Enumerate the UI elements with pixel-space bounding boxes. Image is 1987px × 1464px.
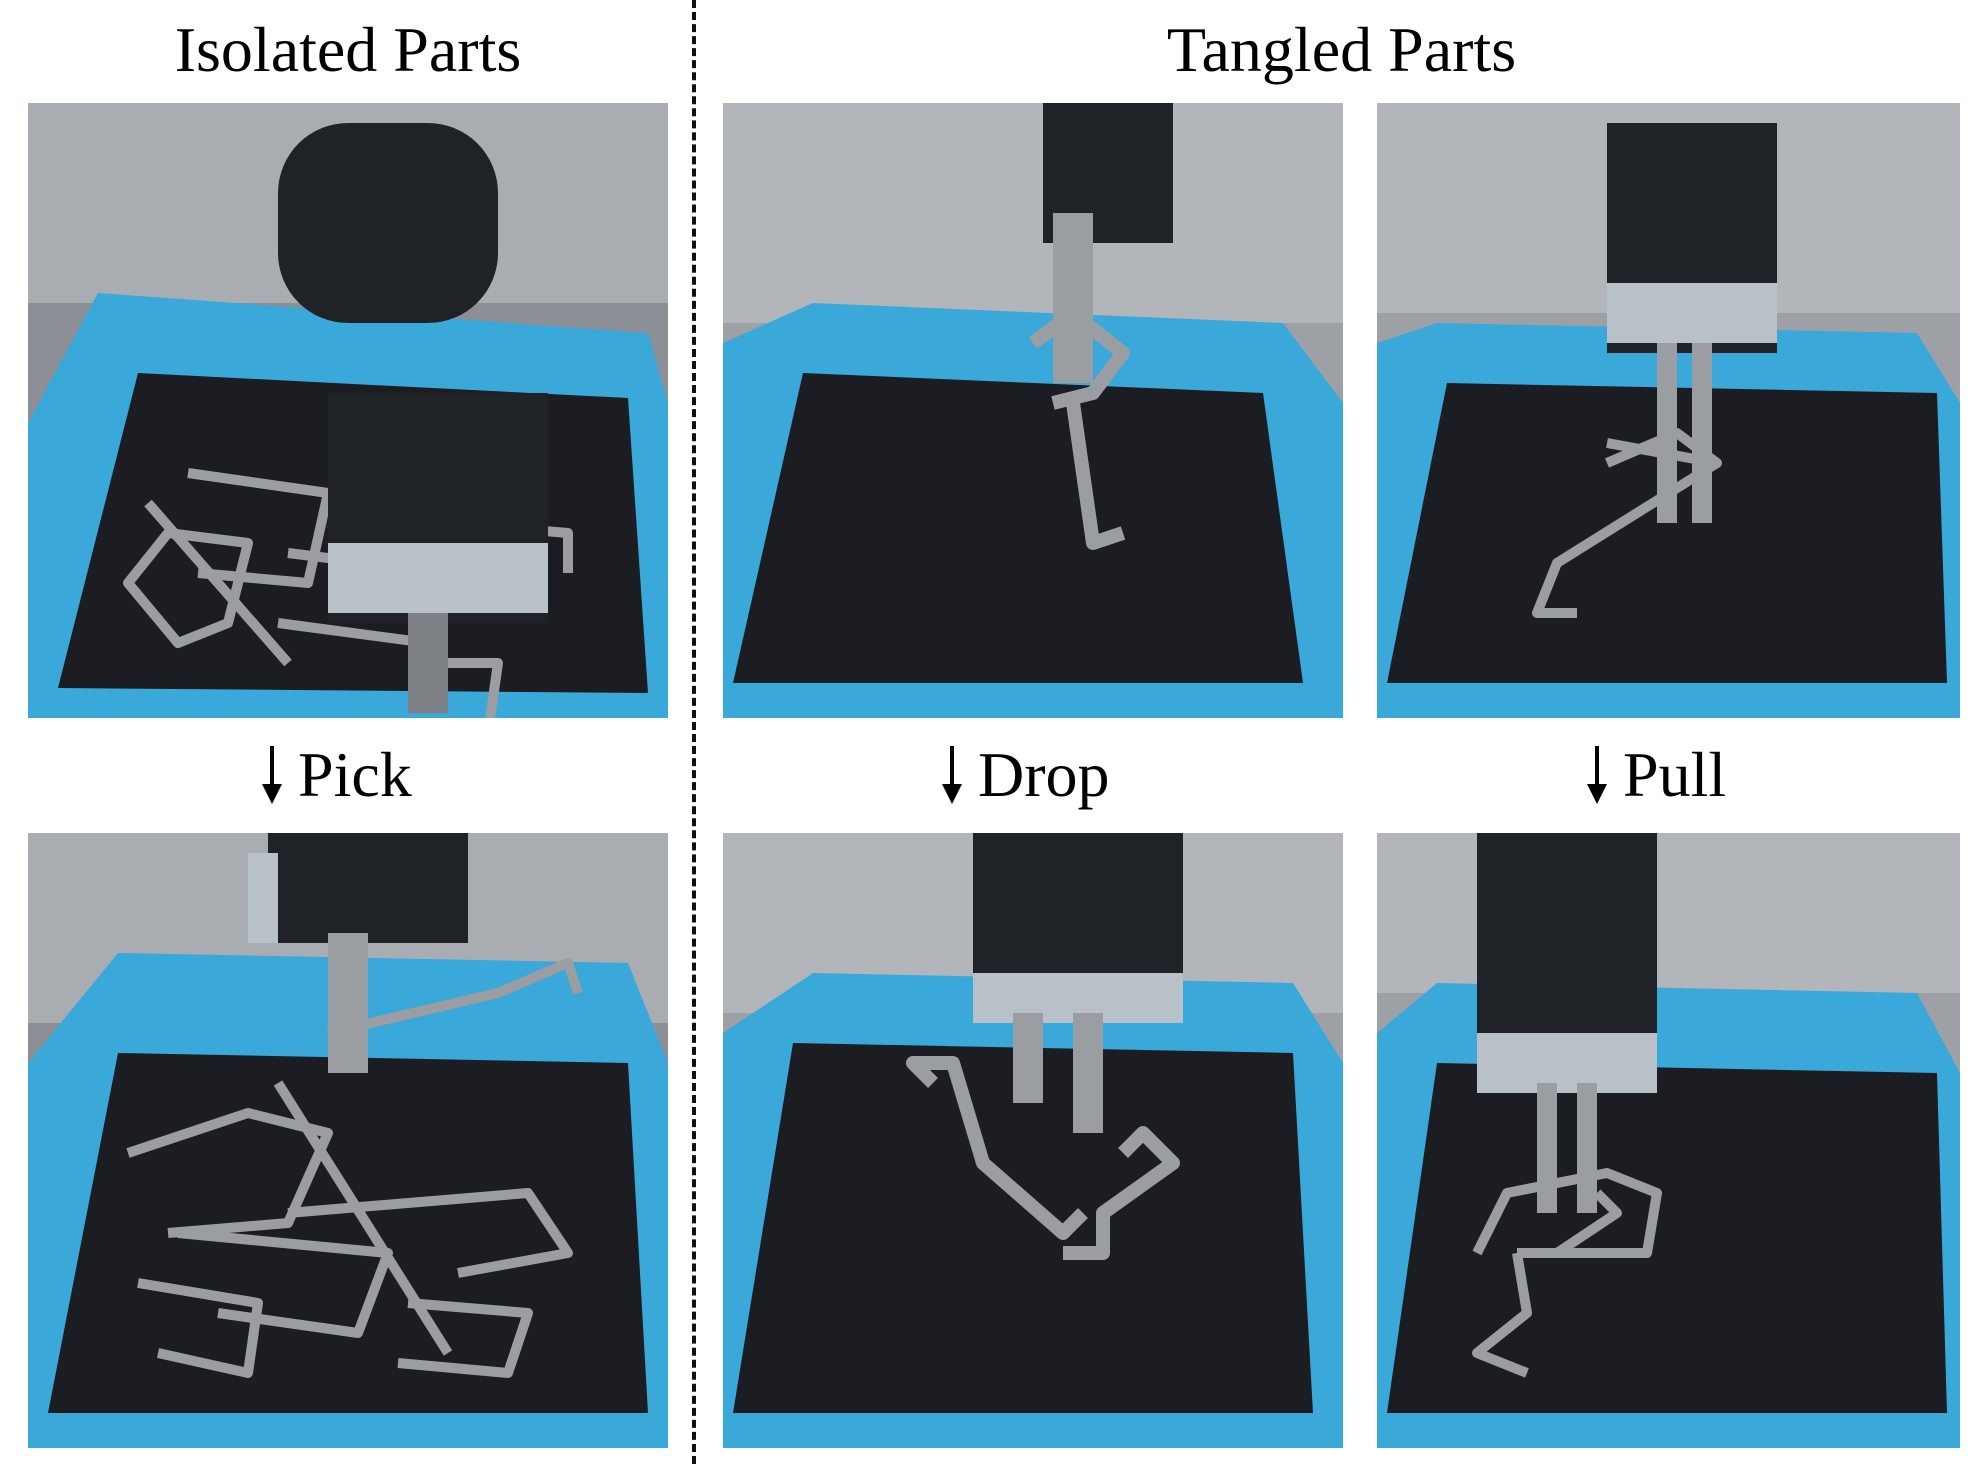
pull-label: Pull bbox=[1623, 739, 1727, 810]
pull-step-label: Pull bbox=[1585, 735, 1726, 815]
tangled-parts-heading: Tangled Parts bbox=[1166, 14, 1517, 85]
photo-tangled-drop-before bbox=[723, 103, 1343, 718]
dashed-divider bbox=[692, 0, 696, 1464]
photo-isolated-after bbox=[28, 833, 668, 1448]
down-arrow-icon bbox=[1585, 742, 1609, 808]
drop-label: Drop bbox=[978, 739, 1110, 810]
drop-step-label: Drop bbox=[940, 735, 1110, 815]
photo-isolated-before bbox=[28, 103, 668, 718]
photo-tangled-pull-before bbox=[1377, 103, 1960, 718]
isolated-parts-heading: Isolated Parts bbox=[174, 14, 522, 85]
down-arrow-icon bbox=[940, 742, 964, 808]
photo-tangled-drop-after bbox=[723, 833, 1343, 1448]
pick-label: Pick bbox=[298, 739, 412, 810]
pick-step-label: Pick bbox=[260, 735, 412, 815]
down-arrow-icon bbox=[260, 742, 284, 808]
photo-tangled-pull-after bbox=[1377, 833, 1960, 1448]
